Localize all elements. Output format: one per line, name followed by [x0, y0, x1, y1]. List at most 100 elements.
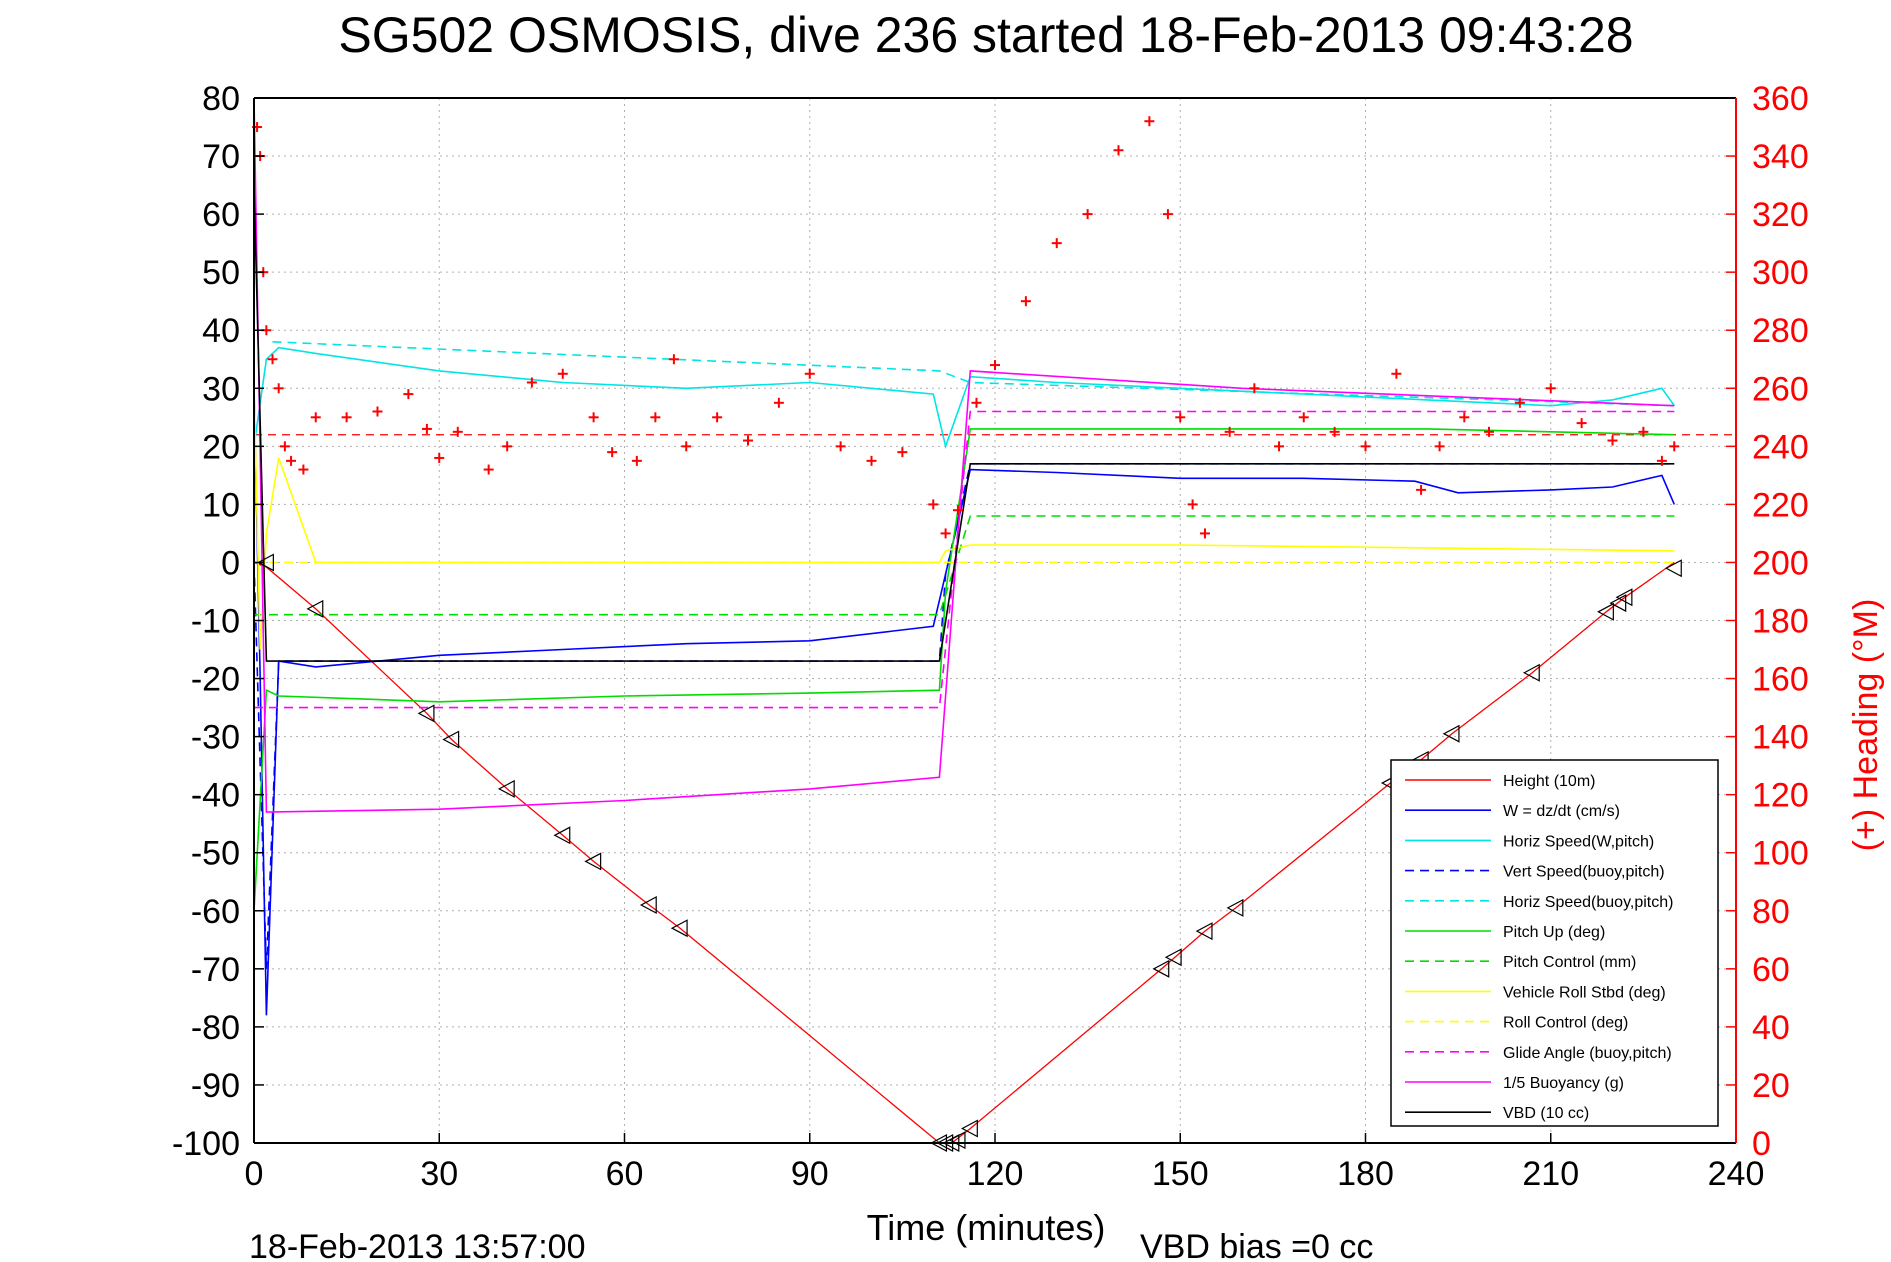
heading-point	[483, 464, 494, 475]
y-tick-label: 10	[202, 486, 240, 524]
heading-point	[1434, 441, 1445, 452]
heading-point	[668, 354, 679, 365]
heading-point	[940, 528, 951, 539]
y-tick-label: 0	[221, 544, 240, 582]
heading-point	[804, 368, 815, 379]
glider-marker	[1442, 724, 1460, 743]
legend-label: Height (10m)	[1503, 773, 1595, 790]
y-tick-label: 70	[202, 138, 240, 176]
footer-vbd-bias: VBD bias =0 cc	[1140, 1228, 1373, 1262]
legend-label: Pitch Control (mm)	[1503, 954, 1636, 971]
glider-marker	[670, 919, 688, 938]
right-tick-label: 120	[1752, 777, 1809, 815]
legend-label: VBD (10 cc)	[1503, 1105, 1589, 1122]
series-line	[253, 97, 1675, 813]
y-tick-label: -20	[191, 661, 240, 699]
legend-label: Horiz Speed(buoy,pitch)	[1503, 894, 1673, 911]
heading-point	[372, 406, 383, 417]
y-tick-label: 40	[202, 312, 240, 350]
glider-marker	[1164, 948, 1182, 967]
right-axis-label: (+) Heading (°M)	[1847, 599, 1885, 852]
heading-point	[273, 383, 284, 394]
heading-point	[267, 354, 278, 365]
y-tick-label: 20	[202, 428, 240, 466]
axes	[253, 97, 1737, 1144]
glider-marker	[948, 1131, 966, 1150]
heading-point	[1484, 426, 1494, 437]
heading-point	[1162, 209, 1173, 220]
legend-label: W = dz/dt (cm/s)	[1503, 803, 1620, 820]
glider-marker	[1226, 898, 1244, 917]
series-line	[253, 185, 1675, 662]
right-tick-label: 260	[1752, 370, 1809, 408]
heading-point	[1144, 116, 1155, 127]
legend-label: 1/5 Buoyancy (g)	[1503, 1075, 1624, 1092]
heading-point	[650, 412, 661, 423]
right-tick-label: 280	[1752, 312, 1809, 350]
glider-marker	[639, 895, 657, 914]
heading-point	[928, 499, 939, 510]
x-tick-label: 90	[791, 1155, 829, 1193]
footer-timestamp: 18-Feb-2013 13:57:00	[249, 1228, 585, 1262]
heading-point	[310, 412, 321, 423]
x-tick-label: 60	[606, 1155, 644, 1193]
right-tick-label: 300	[1752, 254, 1809, 292]
right-axis-ticks: 3603403203002802602402202001801601401201…	[1752, 80, 1809, 1163]
heading-point	[1416, 484, 1427, 495]
legend-box	[1390, 759, 1719, 1127]
glider-marker	[553, 826, 571, 845]
heading-point	[1360, 441, 1371, 452]
heading-point	[1459, 412, 1470, 423]
heading-point	[1656, 455, 1667, 466]
heading-point	[1113, 145, 1124, 156]
right-tick-label: 240	[1752, 428, 1809, 466]
y-tick-label: -80	[191, 1009, 240, 1047]
heading-point	[298, 464, 309, 475]
right-tick-label: 40	[1752, 1009, 1790, 1047]
glider-marker	[306, 599, 324, 618]
glider-marker	[1664, 559, 1682, 578]
heading-point	[452, 426, 463, 437]
heading-point	[743, 435, 753, 446]
y-tick-label: -40	[191, 777, 240, 815]
y-tick-label: -10	[191, 603, 240, 641]
glider-marker	[417, 704, 435, 723]
glider-marker	[257, 553, 274, 572]
heading-point	[971, 397, 982, 408]
heading-point	[557, 368, 568, 379]
heading-point	[712, 412, 723, 423]
left-axis-ticks: 80 70 60 50 40 30 20 10 0 -10 -20 -30 -40 -50 -60 -70 -8…	[172, 80, 240, 1163]
heading-point	[1199, 528, 1210, 539]
heading-point	[1669, 441, 1680, 452]
heading-point	[1576, 418, 1587, 429]
glider-marker	[1597, 602, 1614, 621]
x-tick-label: 120	[967, 1155, 1024, 1193]
x-tick-label: 180	[1337, 1155, 1394, 1193]
right-tick-label: 360	[1752, 80, 1809, 118]
heading-point	[1082, 209, 1093, 220]
x-tick-label: 30	[420, 1155, 458, 1193]
y-tick-label: -90	[191, 1067, 240, 1105]
right-tick-label: 340	[1752, 138, 1809, 176]
glider-marker	[1195, 922, 1213, 941]
heading-point	[1329, 426, 1340, 437]
bottom-axis-ticks: 0 30 60 90 120 150 180 210 240	[245, 1155, 1765, 1193]
heading-point	[1249, 383, 1260, 394]
heading-point	[421, 423, 432, 434]
heading-point	[279, 441, 290, 452]
series-line	[254, 410, 1675, 709]
heading-point	[866, 455, 877, 466]
right-tick-label: 160	[1752, 661, 1809, 699]
heading-point	[1020, 296, 1031, 307]
heading-point	[526, 377, 537, 388]
glider-marker	[497, 779, 515, 798]
right-tick-label: 180	[1752, 603, 1809, 641]
series-line	[253, 428, 1675, 911]
heading-point	[403, 389, 414, 400]
right-tick-label: 140	[1752, 719, 1809, 757]
heading-point	[607, 447, 618, 458]
y-tick-label: -50	[191, 835, 240, 873]
right-tick-label: 220	[1752, 486, 1809, 524]
y-tick-label: -70	[191, 951, 240, 989]
